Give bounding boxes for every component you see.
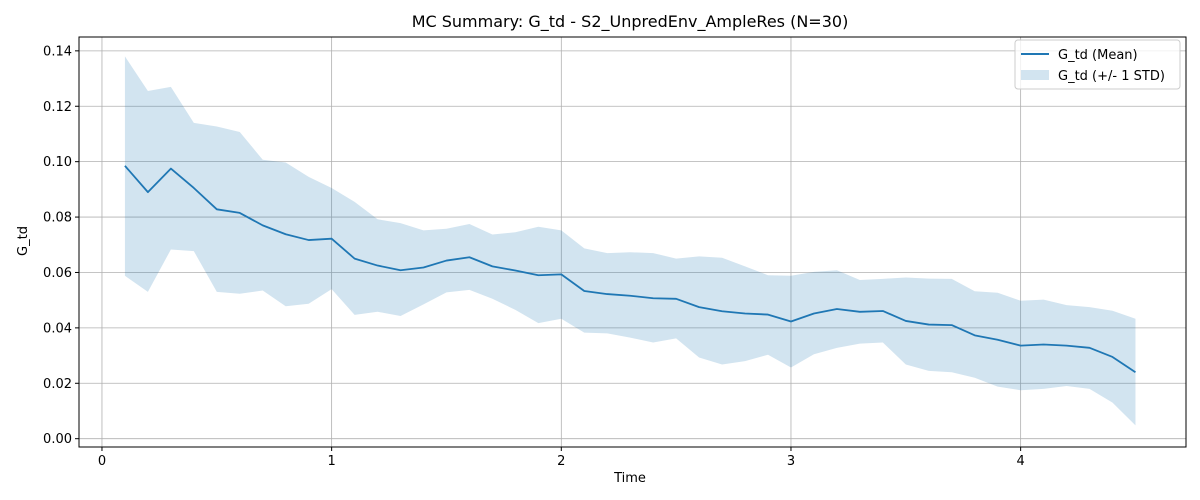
x-axis-ticks: 0 1 2 3 4 (98, 447, 1025, 469)
y-tick-label: 0.12 (43, 100, 72, 115)
y-tick-label: 0.14 (43, 44, 72, 59)
y-tick-label: 0.08 (43, 211, 72, 226)
x-tick-label: 3 (787, 454, 795, 469)
legend-box (1014, 39, 1181, 90)
y-tick-label: 0.04 (43, 321, 72, 336)
x-tick-label: 4 (1016, 454, 1024, 469)
mean-line-layer (124, 165, 1136, 373)
x-axis-label: Time (613, 471, 646, 486)
y-tick-label: 0.06 (43, 266, 72, 281)
std-band-layer (124, 56, 1136, 426)
y-axis-ticks: 0.00 0.02 0.04 0.06 0.08 0.10 0.12 0.14 (43, 44, 79, 447)
x-tick-label: 0 (98, 454, 106, 469)
x-tick-label: 2 (557, 454, 565, 469)
grid (79, 37, 1186, 447)
std-band-area (124, 56, 1136, 426)
plot-frame (78, 36, 1187, 448)
legend-mean-label: G_td (Mean) (1058, 48, 1138, 63)
legend-std-label: G_td (+/- 1 STD) (1058, 69, 1165, 84)
y-tick-label: 0.00 (43, 432, 72, 447)
legend: G_td (Mean) G_td (+/- 1 STD) (1014, 39, 1181, 90)
legend-std-swatch (1021, 70, 1049, 80)
y-axis-label: G_td (16, 226, 31, 256)
x-tick-label: 1 (327, 454, 335, 469)
chart-title: MC Summary: G_td - S2_UnpredEnv_AmpleRes… (412, 12, 849, 32)
y-tick-label: 0.10 (43, 155, 72, 170)
y-tick-label: 0.02 (43, 377, 72, 392)
